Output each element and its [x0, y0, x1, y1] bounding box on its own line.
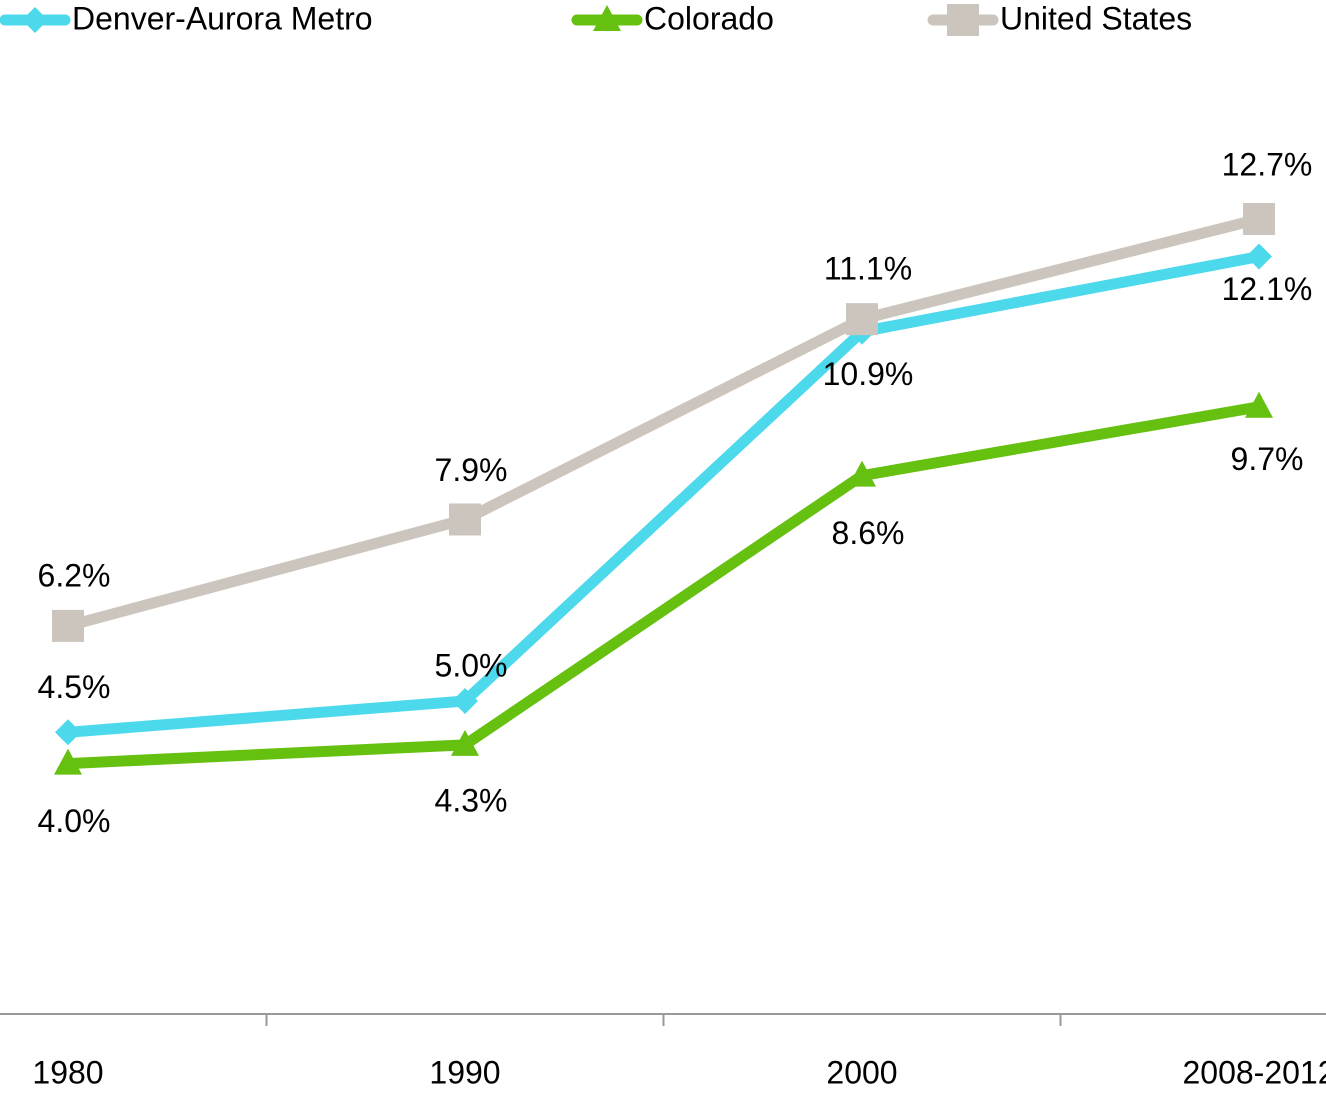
legend-marker [22, 7, 48, 33]
legend-label: Colorado [644, 0, 774, 36]
data-label: 8.6% [832, 515, 905, 551]
data-label: 12.7% [1222, 146, 1313, 182]
data-label: 12.1% [1222, 271, 1313, 307]
x-tick-label: 2008-2012 [1182, 1054, 1326, 1090]
marker [449, 503, 481, 536]
data-label: 7.9% [435, 452, 508, 488]
marker [451, 729, 479, 756]
marker [54, 748, 82, 775]
marker [846, 303, 878, 336]
line [67, 401, 1260, 770]
marker [52, 609, 84, 642]
marker [848, 460, 876, 487]
legend-marker [947, 4, 979, 36]
data-label: 9.7% [1231, 441, 1304, 477]
marker [1245, 391, 1273, 418]
data-label: 10.9% [823, 356, 914, 392]
data-label: 4.0% [38, 803, 111, 839]
legend-label: Denver-Aurora Metro [72, 0, 373, 36]
legend-marker [593, 5, 621, 31]
data-label: 5.0% [435, 647, 508, 683]
line [67, 251, 1261, 738]
marker [452, 688, 478, 714]
x-tick-label: 1980 [32, 1054, 103, 1090]
legend-label: United States [1000, 0, 1192, 36]
data-label: 6.2% [38, 557, 111, 593]
data-label: 4.3% [435, 782, 508, 818]
marker [1243, 202, 1275, 235]
data-label: 4.5% [38, 669, 111, 705]
data-label: 11.1% [824, 251, 912, 287]
x-tick-label: 2000 [826, 1054, 897, 1090]
marker [55, 719, 81, 746]
marker [1246, 243, 1272, 270]
series [54, 391, 1273, 775]
series [55, 243, 1272, 746]
line [66, 213, 1261, 632]
x-tick-label: 1990 [429, 1054, 500, 1090]
series [52, 202, 1275, 642]
